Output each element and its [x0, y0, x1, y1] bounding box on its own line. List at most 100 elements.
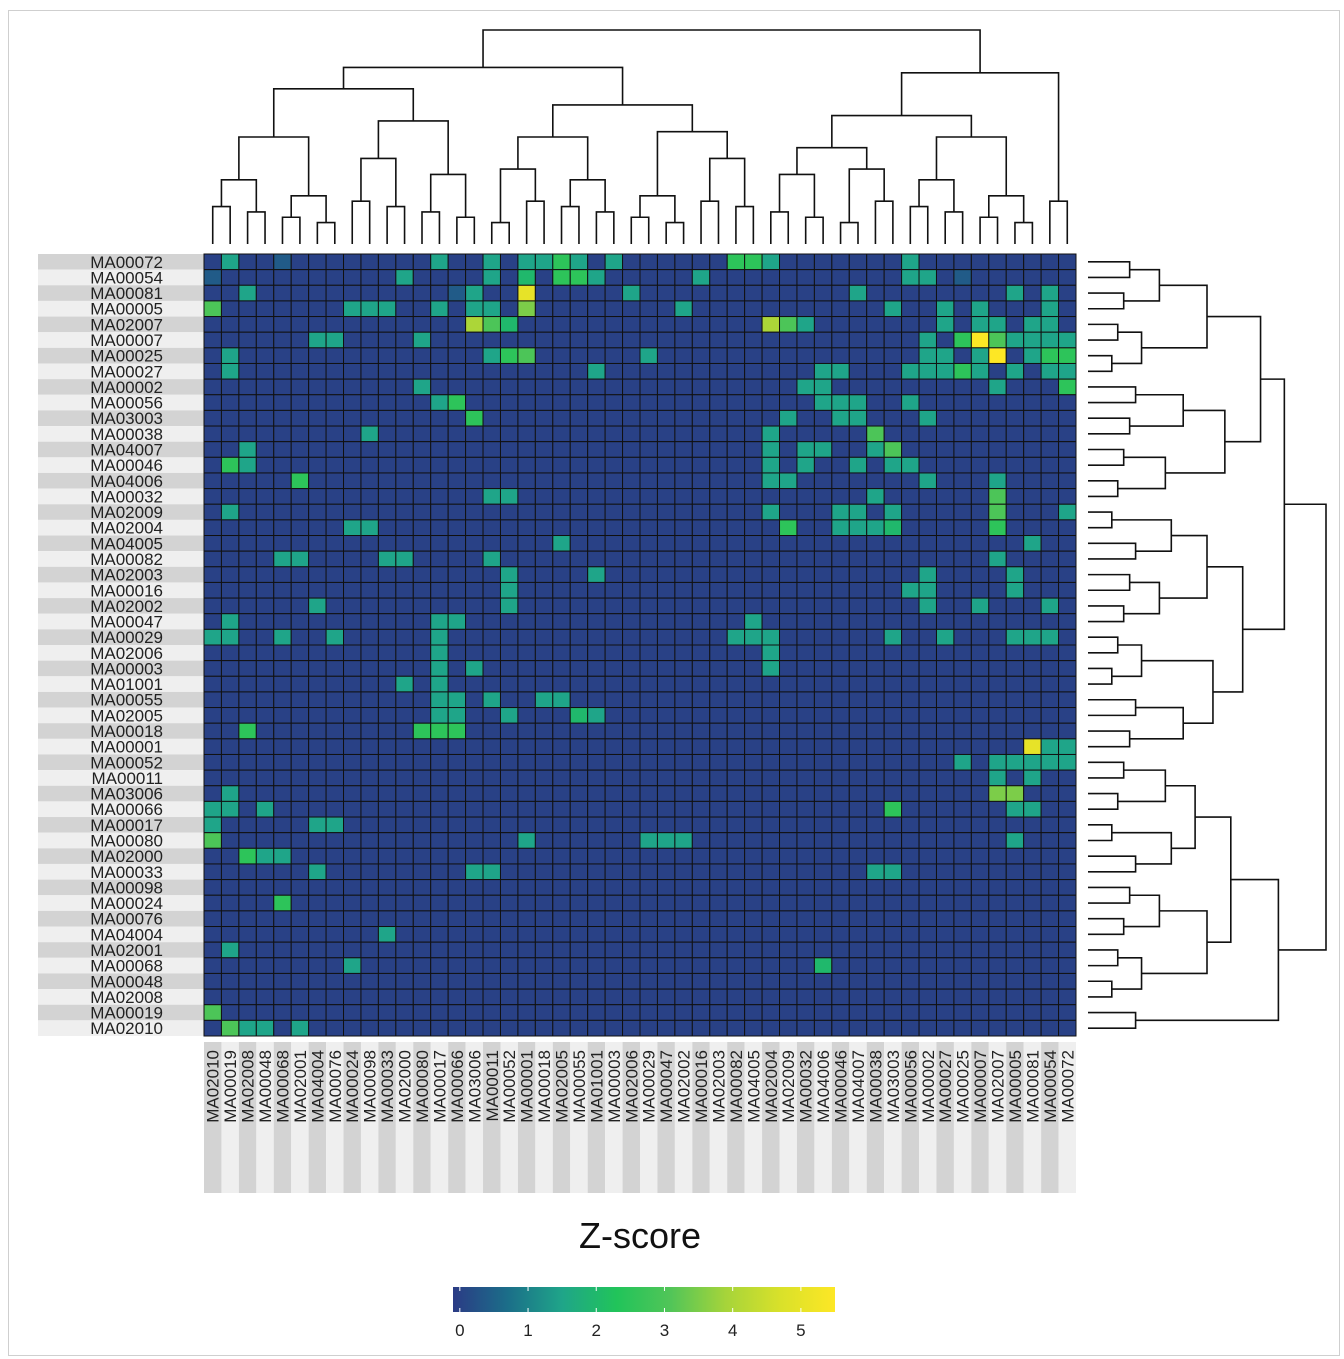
- column-label-stripe: [988, 1042, 1007, 1193]
- row-label-stripe: [38, 910, 204, 927]
- heatmap-cell: [447, 409, 467, 427]
- heatmap-cell: [255, 253, 275, 271]
- heatmap-cell: [901, 581, 920, 599]
- heatmap-cell: [604, 910, 624, 928]
- heatmap-cell: [360, 800, 379, 818]
- heatmap-cell: [813, 488, 833, 505]
- column-label: MA02002: [675, 1050, 694, 1123]
- heatmap-cell: [552, 910, 571, 928]
- heatmap-cell: [517, 284, 536, 302]
- heatmap-cell: [343, 628, 362, 646]
- heatmap-cell: [412, 550, 432, 568]
- heatmap-cell: [656, 394, 676, 411]
- heatmap-cell: [988, 269, 1007, 286]
- heatmap-cell: [674, 535, 693, 552]
- heatmap-cell: [1058, 378, 1077, 396]
- heatmap-cell: [744, 722, 763, 740]
- heatmap-cell: [534, 362, 554, 380]
- heatmap-cell: [255, 472, 275, 490]
- heatmap-cell: [377, 550, 397, 568]
- heatmap-cell: [935, 972, 955, 990]
- heatmap-cell: [953, 394, 972, 411]
- heatmap-cell: [761, 284, 781, 302]
- heatmap-cell: [639, 519, 658, 537]
- heatmap-cell: [866, 519, 885, 537]
- heatmap-cell: [587, 566, 606, 583]
- heatmap-cell: [552, 300, 571, 318]
- heatmap-cell: [395, 253, 414, 271]
- heatmap-cell: [848, 691, 868, 709]
- heatmap-cell: [761, 425, 781, 443]
- heatmap-cell: [901, 316, 920, 333]
- heatmap-cell: [796, 316, 815, 333]
- heatmap-cell: [744, 628, 763, 646]
- heatmap-cell: [517, 910, 536, 928]
- heatmap-cell: [1040, 644, 1060, 662]
- column-label: MA00066: [448, 1050, 467, 1123]
- row-label-stripe: [38, 817, 204, 833]
- heatmap-cell: [587, 691, 606, 709]
- heatmap-cell: [796, 347, 815, 364]
- heatmap-cell: [639, 394, 658, 411]
- heatmap-cell: [499, 832, 519, 849]
- heatmap-cell: [709, 409, 728, 427]
- heatmap-cell: [517, 409, 536, 427]
- column-label: MA00032: [797, 1050, 816, 1123]
- column-label-stripe: [640, 1042, 658, 1193]
- heatmap-cell: [883, 863, 903, 881]
- heatmap-cell: [255, 1019, 275, 1037]
- column-label: MA02000: [396, 1050, 415, 1123]
- heatmap-cell: [970, 800, 990, 818]
- heatmap-cell: [622, 628, 641, 646]
- heatmap-cell: [569, 691, 589, 709]
- heatmap-cell: [1040, 519, 1060, 537]
- heatmap-cell: [1040, 894, 1060, 912]
- heatmap-cell: [622, 863, 641, 881]
- heatmap-cell: [622, 550, 641, 568]
- heatmap-cell: [744, 456, 763, 474]
- heatmap-cell: [866, 441, 885, 458]
- heatmap-cell: [360, 957, 379, 974]
- heatmap-cell: [761, 816, 781, 834]
- heatmap-cell: [901, 957, 920, 974]
- heatmap-cell: [674, 425, 693, 443]
- row-dendrogram-branch: [1088, 917, 1125, 936]
- heatmap-cell: [918, 331, 937, 349]
- row-label: MA00007: [90, 331, 163, 350]
- heatmap-cell: [465, 957, 484, 974]
- heatmap-cell: [796, 691, 815, 709]
- heatmap-cell: [796, 847, 815, 865]
- heatmap-cell: [499, 660, 519, 677]
- heatmap-cell: [1005, 707, 1025, 724]
- heatmap-cell: [325, 957, 345, 974]
- column-dendrogram-branch: [831, 114, 973, 148]
- heatmap-cell: [656, 941, 676, 959]
- heatmap-cell: [901, 926, 920, 943]
- heatmap-cell: [255, 675, 275, 693]
- heatmap-cell: [674, 613, 693, 630]
- heatmap-cell: [290, 331, 310, 349]
- heatmap-cell: [726, 425, 746, 443]
- heatmap-cell: [220, 378, 240, 396]
- heatmap-cell: [726, 409, 746, 427]
- heatmap-cell: [255, 926, 275, 943]
- row-label-stripe: [38, 1020, 204, 1036]
- heatmap-cell: [325, 581, 345, 599]
- heatmap-cell: [1023, 581, 1042, 599]
- heatmap-cell: [1005, 832, 1025, 849]
- heatmap-cell: [325, 284, 345, 302]
- heatmap-cell: [674, 472, 693, 490]
- heatmap-cell: [499, 597, 519, 615]
- heatmap-cell: [1023, 941, 1042, 959]
- heatmap-cell: [343, 926, 362, 943]
- row-label-stripe: [38, 613, 204, 630]
- heatmap-cell: [674, 816, 693, 834]
- heatmap-cell: [238, 597, 257, 615]
- heatmap-cell: [238, 832, 257, 849]
- heatmap-cell: [831, 394, 850, 411]
- heatmap-cell: [691, 597, 711, 615]
- heatmap-cell: [377, 1004, 397, 1021]
- heatmap-cell: [831, 535, 850, 552]
- heatmap-cell: [308, 394, 327, 411]
- heatmap-cell: [1058, 863, 1077, 881]
